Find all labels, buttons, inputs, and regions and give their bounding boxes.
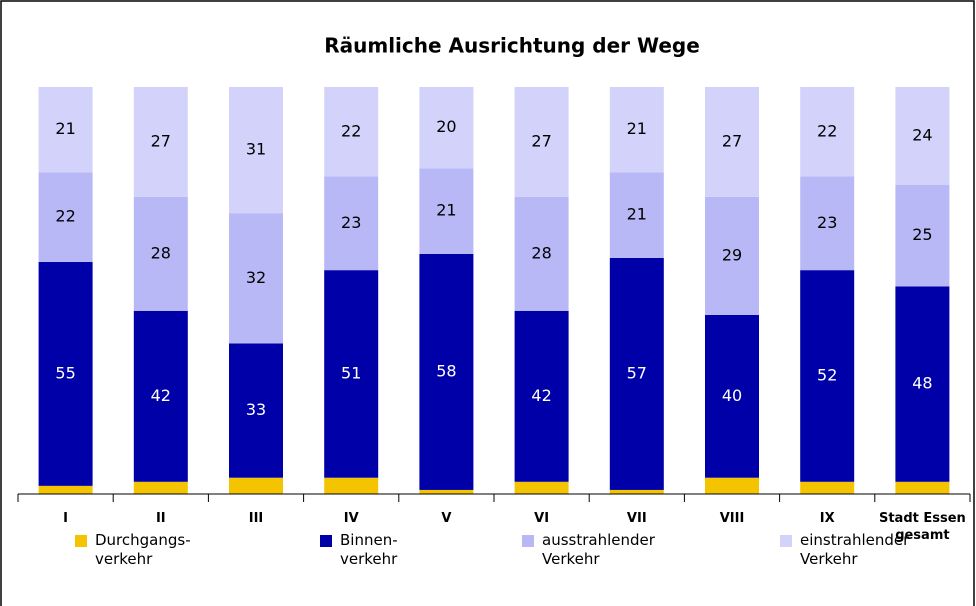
legend-swatch [320,535,332,547]
data-label: 32 [246,268,266,287]
bar-segment [609,87,664,173]
data-label: 31 [246,140,266,159]
data-label: 58 [436,361,456,380]
legend-item: ausstrahlender Verkehr [522,531,655,569]
bar-segment [324,87,379,177]
bar-segment [419,489,474,494]
legend-item: Durchgangs- verkehr [75,531,191,569]
x-tick-label: I [63,511,69,526]
data-label: 42 [531,386,551,405]
bar-segment [895,87,950,185]
bar-segment [324,176,379,271]
data-label: 22 [817,121,837,140]
data-label: 24 [912,125,932,144]
x-tick-label: IV [343,511,359,526]
bar-segment [895,286,950,482]
data-label: 21 [55,119,75,138]
bar-segment [800,87,855,177]
bar-segment [705,196,759,315]
data-label: 23 [817,213,837,232]
bar-segment [514,481,569,494]
bar-segment [705,314,759,478]
bar-segment [38,485,93,494]
legend-swatch [780,535,792,547]
bar-segment [324,477,379,494]
bar-segment [895,481,950,494]
bar-segment [229,213,283,344]
bar-segment [229,477,283,494]
data-label: 27 [722,131,742,150]
bar-segment [133,87,188,197]
bar-segment [800,176,855,271]
bar-segment [609,172,664,258]
x-tick-label: VII [626,511,647,526]
bar-segment [229,343,283,478]
data-label: 28 [151,243,171,262]
bar-segment [419,168,474,254]
bar-segment [705,477,759,494]
bar-segment [514,87,569,197]
bar-segment [419,253,474,490]
legend-label: Binnen- verkehr [340,531,398,568]
data-label: 21 [627,119,647,138]
data-label: 52 [817,365,837,384]
bar-segment [705,87,759,197]
data-label: 23 [341,213,361,232]
bar-segment [609,257,664,490]
legend-item: einstrahlender Verkehr [780,531,909,569]
x-tick-label: IX [819,511,835,526]
legend-swatch [522,535,534,547]
data-label: 33 [246,400,266,419]
data-label: 21 [436,201,456,220]
data-label: 25 [912,225,932,244]
x-tick-label: III [248,511,264,526]
data-label: 51 [341,363,361,382]
data-label: 22 [55,207,75,226]
bar-segment [895,184,950,287]
legend-label: ausstrahlender Verkehr [542,531,655,568]
bar-segment [800,481,855,494]
data-label: 28 [531,243,551,262]
data-label: 27 [151,131,171,150]
bar-segment [38,172,93,263]
x-tick-label: VIII [719,511,745,526]
data-label: 20 [436,117,456,136]
bar-segment [419,87,474,169]
bar-segment [38,262,93,486]
data-label: 22 [341,121,361,140]
x-tick-label: Stadt Essen gesamt [878,511,966,543]
data-label: 29 [722,245,742,264]
data-label: 48 [912,374,932,393]
x-tick-label: VI [534,511,550,526]
bar-segment [800,270,855,482]
bar-segment [514,310,569,482]
data-label: 27 [531,131,551,150]
bar-segment [133,310,188,482]
bar-segment [514,196,569,311]
data-label: 40 [722,386,742,405]
x-tick-label: V [441,511,452,526]
bar-segment [38,87,93,173]
chart-title: Räumliche Ausrichtung der Wege [324,34,700,58]
legend-swatch [75,535,87,547]
legend-label: einstrahlender Verkehr [800,531,910,568]
legend-label: Durchgangs- verkehr [95,531,191,568]
bar-segment [229,87,283,214]
x-tick-label: II [155,511,166,526]
data-label: 21 [627,205,647,224]
bar-segment [133,196,188,311]
bar-segment [324,270,379,478]
data-label: 42 [151,386,171,405]
data-label: 57 [627,363,647,382]
legend-item: Binnen- verkehr [320,531,398,569]
bar-segment [133,481,188,494]
bar-segment [609,489,664,494]
data-label: 55 [55,363,75,382]
